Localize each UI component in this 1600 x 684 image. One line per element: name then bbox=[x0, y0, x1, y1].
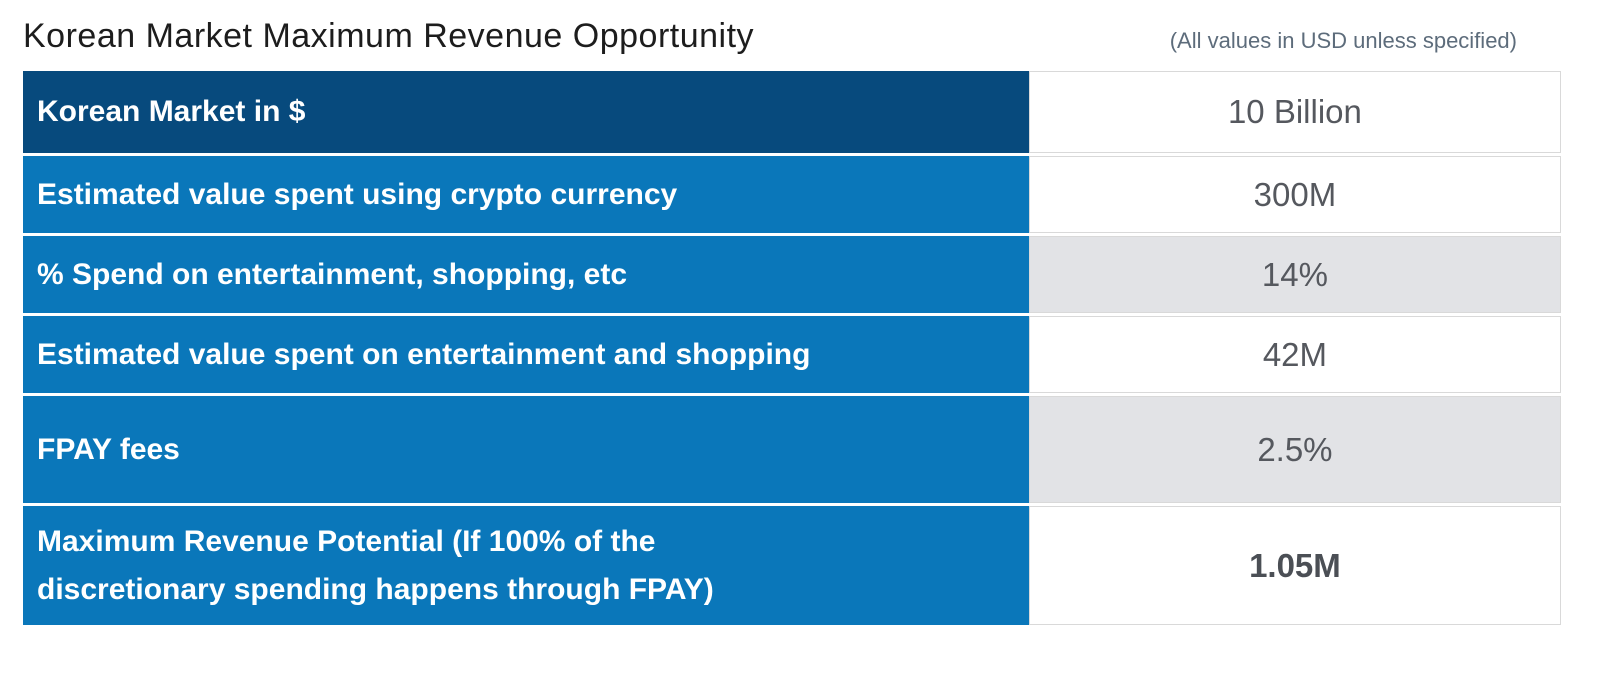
row-value: 10 Billion bbox=[1028, 71, 1561, 153]
page-title: Korean Market Maximum Revenue Opportunit… bbox=[23, 17, 755, 55]
table-row: Maximum Revenue Potential (If 100% of th… bbox=[23, 506, 1561, 625]
table-row: FPAY fees 2.5% bbox=[23, 396, 1561, 503]
table-row: Estimated value spent on entertainment a… bbox=[23, 316, 1561, 393]
slide-page: Korean Market Maximum Revenue Opportunit… bbox=[23, 14, 1561, 625]
row-value: 14% bbox=[1028, 236, 1561, 313]
row-label: Korean Market in $ bbox=[23, 71, 1029, 153]
table-row: Estimated value spent using crypto curre… bbox=[23, 156, 1561, 233]
header-bar: Korean Market Maximum Revenue Opportunit… bbox=[23, 14, 1561, 58]
row-value: 2.5% bbox=[1028, 396, 1561, 503]
row-value: 42M bbox=[1028, 316, 1561, 393]
row-label: % Spend on entertainment, shopping, etc bbox=[23, 236, 1029, 313]
table-row: % Spend on entertainment, shopping, etc … bbox=[23, 236, 1561, 313]
row-value: 1.05M bbox=[1028, 506, 1561, 625]
table-row: Korean Market in $ 10 Billion bbox=[23, 71, 1561, 153]
row-label: Estimated value spent using crypto curre… bbox=[23, 156, 1029, 233]
row-value: 300M bbox=[1028, 156, 1561, 233]
units-note: (All values in USD unless specified) bbox=[1169, 28, 1517, 53]
row-label: FPAY fees bbox=[23, 396, 1029, 503]
row-label: Estimated value spent on entertainment a… bbox=[23, 316, 1029, 393]
row-label: Maximum Revenue Potential (If 100% of th… bbox=[23, 506, 1029, 625]
revenue-table: Korean Market in $ 10 Billion Estimated … bbox=[23, 71, 1561, 625]
